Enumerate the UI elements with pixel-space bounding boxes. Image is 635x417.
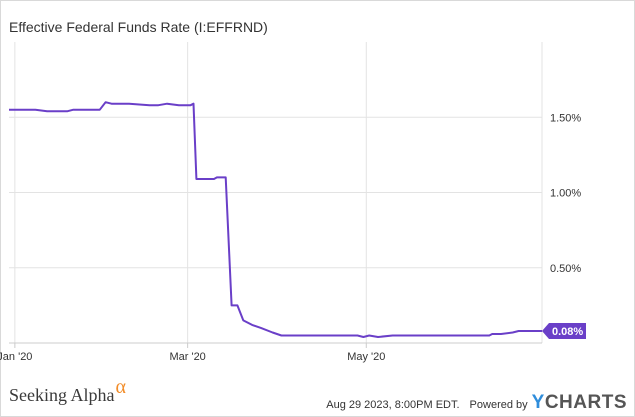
alpha-symbol-icon: α [115,376,126,398]
ycharts-y-icon: Y [531,392,545,413]
chart-canvas: 0.50% 1.00% 1.50% Jan '20 Mar '20 May '20 0.0… [0,42,586,363]
series-line-0 [9,101,542,338]
x-tick-label-1: Mar '20 [169,351,205,363]
ycharts-wordmark: CHARTS [544,392,627,413]
x-tick-label-0: Jan '20 [0,351,32,363]
seeking-alpha-logo: Seeking Alphaα [9,376,126,407]
x-tick-label-2: May '20 [347,351,385,363]
series [9,101,542,338]
powered-by-label: Powered by [469,399,528,411]
grid [9,42,543,343]
last-value-badge: 0.08% [542,322,586,339]
y-tick-label-1: 1.00% [550,188,581,200]
seeking-alpha-wordmark: Seeking Alpha [9,385,115,405]
y-tick-label-0: 0.50% [550,263,581,275]
y-tick-label-2: 1.50% [550,112,581,124]
chart-title: Effective Federal Funds Rate (I:EFFRND) [9,19,268,35]
tick-labels: 0.50% 1.00% 1.50% Jan '20 Mar '20 May '20 [0,112,581,363]
footer-attribution: Aug 29 2023, 8:00PM EDT. Powered by Y CHA… [326,392,627,416]
last-value-badge-shape [542,322,586,339]
ycharts-logo[interactable]: Y CHARTS [532,392,627,414]
timestamp: Aug 29 2023, 8:00PM EDT. [326,399,460,411]
last-value-label: 0.08% [552,326,583,338]
